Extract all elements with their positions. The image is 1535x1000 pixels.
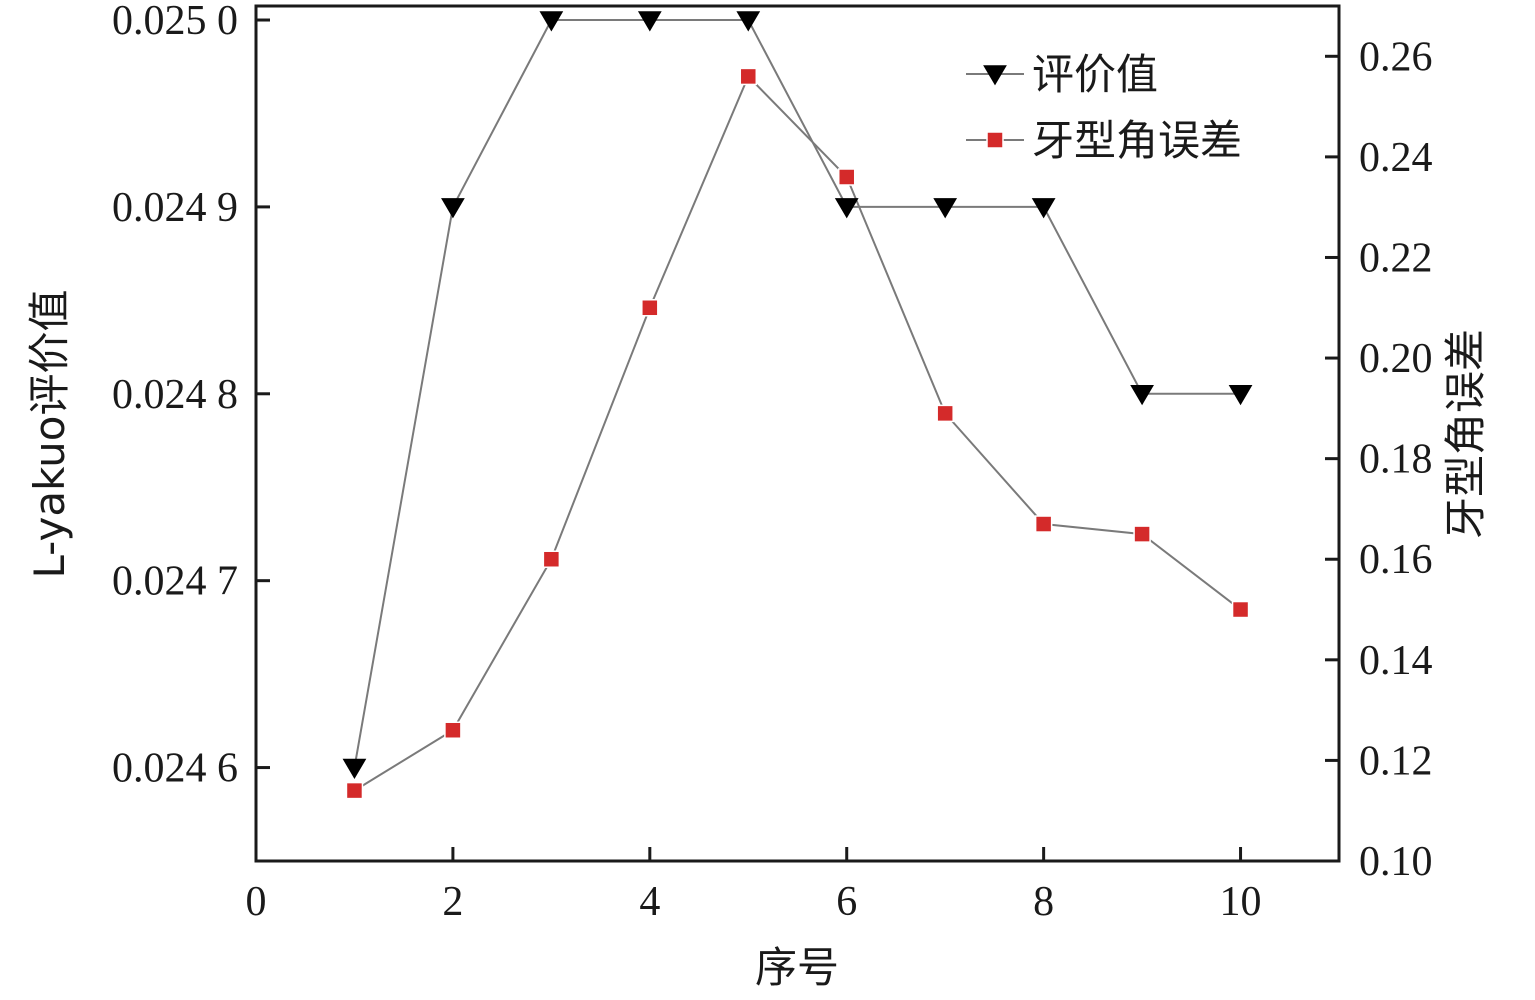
markers-layer xyxy=(342,11,1253,800)
series-2-point xyxy=(1231,600,1250,619)
series-2-point xyxy=(837,168,856,186)
ticks-layer: 0 2 4 6 8 10 0.024 6 0.024 7 0.024 8 0.024 9 0.025… xyxy=(112,0,1433,925)
x-tick-label: 10 xyxy=(1220,879,1262,925)
series-1-point xyxy=(1130,385,1154,406)
series-1-point xyxy=(342,758,367,779)
y-left-tick-label: 0.024 9 xyxy=(112,185,238,231)
series-2-point xyxy=(1034,515,1053,533)
y-right-tick-label: 0.10 xyxy=(1359,839,1433,885)
x-tick-label: 2 xyxy=(442,879,463,925)
series-2-point xyxy=(739,67,758,86)
series-2-point xyxy=(641,299,659,317)
series-line-1 xyxy=(353,19,1241,768)
x-tick-label: 6 xyxy=(836,879,857,925)
legend-marker-1 xyxy=(983,65,1007,86)
x-tick-label: 4 xyxy=(639,879,660,925)
lines-layer xyxy=(353,19,1242,792)
y-right-tick-label: 0.18 xyxy=(1359,437,1433,483)
series-1-point xyxy=(933,198,958,219)
series-1-point xyxy=(1228,385,1253,406)
series-2-point xyxy=(936,404,954,423)
legend-marker-2 xyxy=(986,131,1004,149)
y-left-tick-label: 0.024 7 xyxy=(112,559,238,605)
y-right-tick-label: 0.22 xyxy=(1359,235,1433,281)
series-1-point xyxy=(441,198,465,219)
y-left-tick-label: 0.025 0 xyxy=(112,0,238,44)
y-axis-right-title: 牙型角误差 xyxy=(1441,329,1490,539)
series-line-2 xyxy=(353,74,1242,792)
x-axis-title: 序号 xyxy=(755,943,839,992)
series-1-point xyxy=(736,11,761,32)
x-tick-label: 8 xyxy=(1033,879,1054,925)
y-right-tick-label: 0.20 xyxy=(1359,336,1433,382)
series-2-point xyxy=(444,721,462,739)
series-2-point xyxy=(1133,525,1151,543)
series-2-point xyxy=(542,550,561,568)
y-right-tick-label: 0.24 xyxy=(1359,135,1433,181)
y-left-tick-label: 0.024 8 xyxy=(112,372,238,418)
series-2-point xyxy=(345,781,364,800)
series-1-point xyxy=(637,11,662,32)
x-tick-label: 0 xyxy=(246,879,267,925)
legend-label-1: 评价值 xyxy=(1032,50,1158,99)
series-1-point xyxy=(1031,198,1056,219)
legend-label-2: 牙型角误差 xyxy=(1032,116,1242,165)
y-left-tick-label: 0.024 6 xyxy=(112,746,238,792)
plot-frame xyxy=(254,4,1341,863)
y-right-tick-label: 0.16 xyxy=(1359,537,1433,583)
series-1-point xyxy=(539,11,564,32)
series-1-point xyxy=(834,198,859,219)
y-right-tick-label: 0.14 xyxy=(1359,638,1433,684)
y-right-tick-label: 0.12 xyxy=(1359,738,1433,784)
y-right-tick-label: 0.26 xyxy=(1359,34,1433,80)
y-axis-left-title: L-yakuo评价值 xyxy=(25,289,74,578)
